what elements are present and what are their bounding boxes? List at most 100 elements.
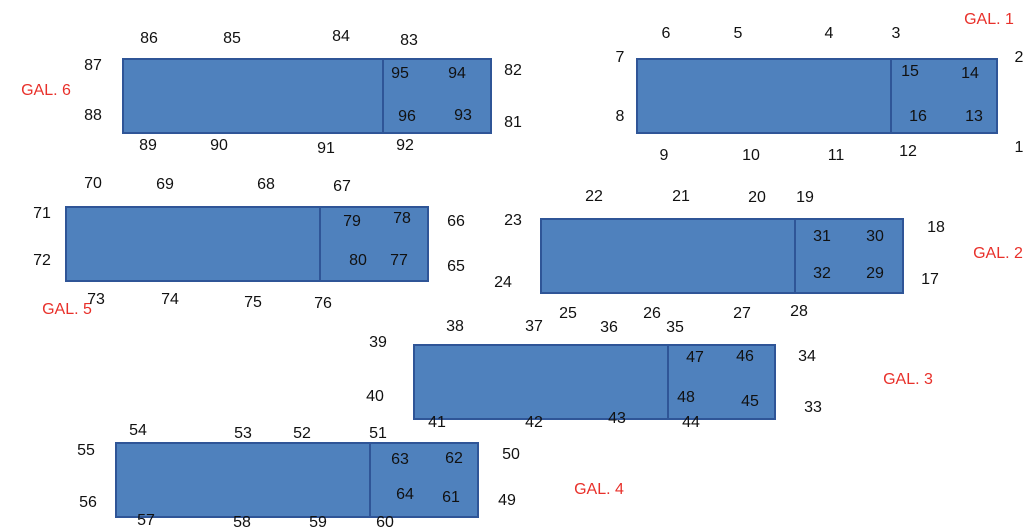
point-label: 6 [661,25,671,42]
point-label: 19 [796,189,814,206]
point-label: 96 [398,108,416,125]
point-label: 82 [504,62,522,79]
point-label: 66 [447,213,465,230]
gallery-3-label: GAL. 3 [883,371,933,388]
gallery-3-divider [667,346,669,418]
point-label: 21 [672,188,690,205]
point-label: 79 [343,213,361,230]
point-label: 78 [393,210,411,227]
point-label: 75 [244,294,262,311]
point-label: 89 [139,137,157,154]
point-label: 18 [927,219,945,236]
point-label: 59 [309,514,327,531]
point-label: 52 [293,425,311,442]
point-label: 22 [585,188,603,205]
gallery-5-label: GAL. 5 [42,301,92,318]
point-label: 14 [961,65,979,82]
point-label: 2 [1014,49,1024,66]
point-label: 56 [79,494,97,511]
point-label: 49 [498,492,516,509]
point-label: 90 [210,137,228,154]
gallery-5-divider [319,208,321,280]
gallery-4-divider [369,444,371,516]
point-label: 53 [234,425,252,442]
point-label: 63 [391,451,409,468]
point-label: 37 [525,318,543,335]
point-label: 5 [733,25,743,42]
point-label: 39 [369,334,387,351]
point-label: 38 [446,318,464,335]
point-label: 51 [369,425,387,442]
point-label: 71 [33,205,51,222]
point-label: 32 [813,265,831,282]
point-label: 29 [866,265,884,282]
point-label: 70 [84,175,102,192]
point-label: 95 [391,65,409,82]
gallery-1-divider [890,60,892,132]
point-label: 35 [666,319,684,336]
point-label: 83 [400,32,418,49]
point-label: 80 [349,252,367,269]
point-label: 57 [137,512,155,529]
point-label: 44 [682,414,700,431]
point-label: 27 [733,305,751,322]
point-label: 61 [442,489,460,506]
point-label: 36 [600,319,618,336]
point-label: 26 [643,305,661,322]
gallery-3-block [413,344,776,420]
point-label: 3 [891,25,901,42]
point-label: 28 [790,303,808,320]
point-label: 47 [686,349,704,366]
point-label: 88 [84,107,102,124]
point-label: 64 [396,486,414,503]
point-label: 8 [615,108,625,125]
gallery-4-block [115,442,479,518]
point-label: 1 [1014,139,1024,156]
gallery-1-block [636,58,998,134]
point-label: 84 [332,28,350,45]
point-label: 76 [314,295,332,312]
gallery-6-label: GAL. 6 [21,82,71,99]
point-label: 55 [77,442,95,459]
point-label: 34 [798,348,816,365]
point-label: 62 [445,450,463,467]
point-label: 20 [748,189,766,206]
point-label: 12 [899,143,917,160]
point-label: 86 [140,30,158,47]
point-label: 72 [33,252,51,269]
gallery-6-block [122,58,492,134]
point-label: 24 [494,274,512,291]
gallery-2-divider [794,220,796,292]
point-label: 7 [615,49,625,66]
point-label: 65 [447,258,465,275]
point-label: 87 [84,57,102,74]
point-label: 17 [921,271,939,288]
point-label: 91 [317,140,335,157]
point-label: 77 [390,252,408,269]
point-label: 50 [502,446,520,463]
point-label: 67 [333,178,351,195]
gallery-4-label: GAL. 4 [574,481,624,498]
gallery-6-divider [382,60,384,132]
point-label: 11 [827,147,845,164]
point-label: 69 [156,176,174,193]
point-label: 94 [448,65,466,82]
point-label: 46 [736,348,754,365]
point-label: 40 [366,388,384,405]
point-label: 30 [866,228,884,245]
point-label: 73 [87,291,105,308]
point-label: 16 [909,108,927,125]
point-label: 48 [677,389,695,406]
point-label: 85 [223,30,241,47]
gallery-1-label: GAL. 1 [964,11,1014,28]
point-label: 23 [504,212,522,229]
point-label: 13 [965,108,983,125]
point-label: 42 [525,414,543,431]
point-label: 31 [813,228,831,245]
point-label: 93 [454,107,472,124]
gallery-2-block [540,218,904,294]
gallery-2-label: GAL. 2 [973,245,1023,262]
point-label: 74 [161,291,179,308]
point-label: 54 [129,422,147,439]
point-label: 81 [504,114,522,131]
